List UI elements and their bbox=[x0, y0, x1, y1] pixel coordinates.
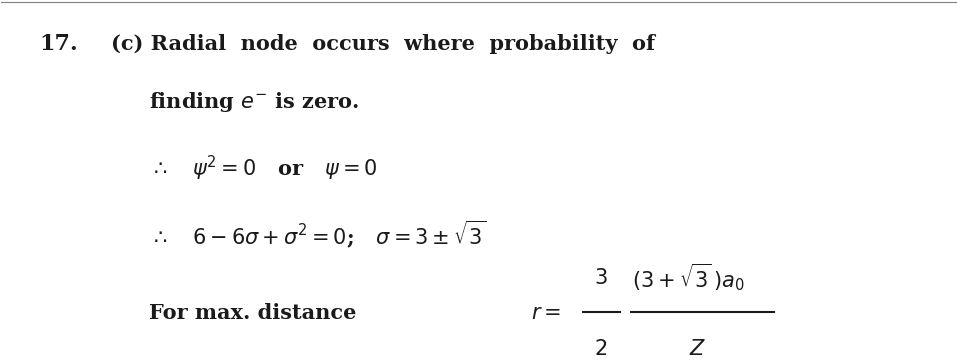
Text: $r=$: $r=$ bbox=[531, 303, 561, 323]
Text: $(3+\sqrt{3}\,)a_{0}$: $(3+\sqrt{3}\,)a_{0}$ bbox=[633, 262, 745, 293]
Text: finding $e^{-}$ is zero.: finding $e^{-}$ is zero. bbox=[149, 90, 360, 114]
Text: $Z$: $Z$ bbox=[689, 339, 706, 359]
Text: $\therefore$   $\psi^{2}=0$   or   $\psi =0$: $\therefore$ $\psi^{2}=0$ or $\psi =0$ bbox=[149, 154, 378, 183]
Text: (c) Radial  node  occurs  where  probability  of: (c) Radial node occurs where probability… bbox=[111, 34, 656, 54]
Text: 17.: 17. bbox=[39, 33, 78, 56]
Text: $3$: $3$ bbox=[594, 268, 608, 287]
Text: $\therefore$   $6-6\sigma +\sigma ^{2}=0$;   $\sigma =3\pm \sqrt{3}$: $\therefore$ $6-6\sigma +\sigma ^{2}=0$;… bbox=[149, 219, 487, 250]
Text: $2$: $2$ bbox=[594, 339, 607, 359]
Text: For max. distance: For max. distance bbox=[149, 303, 357, 323]
